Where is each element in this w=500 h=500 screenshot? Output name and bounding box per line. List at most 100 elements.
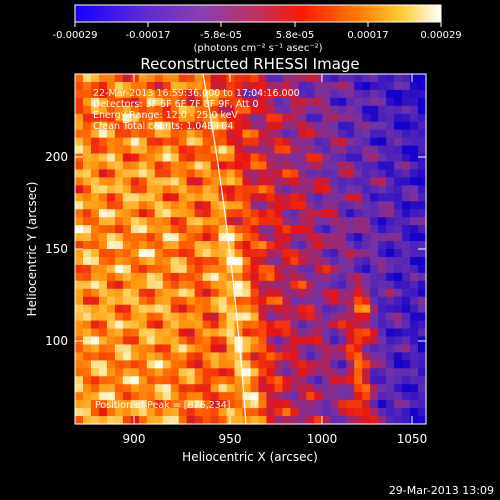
heatmap-cell xyxy=(138,145,148,155)
heatmap-cell xyxy=(114,400,124,409)
heatmap-cell xyxy=(306,193,315,202)
heatmap-cell xyxy=(394,320,403,330)
heatmap-cell xyxy=(162,280,172,290)
heatmap-cell xyxy=(274,288,284,298)
heatmap-cell xyxy=(75,113,84,123)
heatmap-cell xyxy=(138,185,148,194)
heatmap-cell xyxy=(282,113,291,123)
heatmap-cell xyxy=(394,177,403,186)
heatmap-cell xyxy=(314,312,323,322)
heatmap-cell xyxy=(130,336,140,346)
heatmap-cell xyxy=(250,113,260,123)
heatmap-cell xyxy=(370,169,379,178)
heatmap-cell xyxy=(154,161,164,171)
heatmap-cell xyxy=(154,105,164,115)
heatmap-cell xyxy=(306,241,315,250)
heatmap-cell xyxy=(330,392,339,401)
heatmap-cell xyxy=(258,161,268,171)
heatmap-cell xyxy=(378,145,387,155)
heatmap-cell xyxy=(210,81,220,91)
heatmap-cell xyxy=(306,153,315,163)
heatmap-cell xyxy=(306,368,315,377)
heatmap-cell xyxy=(250,193,260,202)
heatmap-cell xyxy=(242,384,252,393)
heatmap-cell xyxy=(346,145,355,155)
heatmap-cell xyxy=(154,193,164,202)
heatmap-cell xyxy=(226,113,236,123)
heatmap-cell xyxy=(114,89,124,99)
heatmap-cell xyxy=(114,74,124,83)
heatmap-cell xyxy=(170,161,180,171)
heatmap-cell xyxy=(258,408,268,417)
heatmap-cell xyxy=(82,153,92,163)
heatmap-cell xyxy=(290,256,299,266)
heatmap-cell xyxy=(106,352,116,361)
heatmap-cell xyxy=(90,177,100,186)
heatmap-cell xyxy=(266,201,276,210)
heatmap-cell xyxy=(282,225,291,234)
heatmap-cell xyxy=(330,416,339,425)
heatmap-cell xyxy=(194,153,204,163)
heatmap-cell xyxy=(346,97,355,107)
heatmap-cell xyxy=(354,296,363,306)
heatmap-cell xyxy=(298,392,307,401)
heatmap-cell xyxy=(202,400,212,409)
heatmap-cell xyxy=(418,249,427,258)
heatmap-cell xyxy=(210,169,220,178)
heatmap-cell xyxy=(298,193,307,202)
heatmap-cell xyxy=(234,344,244,353)
heatmap-cell xyxy=(226,177,236,186)
heatmap-cell xyxy=(98,177,108,186)
heatmap-cell xyxy=(226,193,236,202)
heatmap-cell xyxy=(178,352,188,361)
heatmap-cell xyxy=(394,328,403,338)
heatmap-cell xyxy=(130,328,140,338)
heatmap-cell xyxy=(98,185,108,194)
heatmap-cell xyxy=(75,344,84,353)
heatmap-cell xyxy=(394,416,403,425)
heatmap-cell xyxy=(378,225,387,234)
heatmap-cell xyxy=(202,241,212,250)
heatmap-cell xyxy=(114,312,124,322)
heatmap-cell xyxy=(258,336,268,346)
heatmap-cell xyxy=(314,320,323,330)
heatmap-cell xyxy=(306,169,315,178)
heatmap-cell xyxy=(170,97,180,107)
heatmap-cell xyxy=(274,113,284,123)
heatmap-cell xyxy=(170,121,180,131)
heatmap-cell xyxy=(75,408,84,417)
heatmap-cell xyxy=(130,121,140,131)
heatmap-cell xyxy=(194,312,204,322)
heatmap-cell xyxy=(330,336,339,346)
heatmap-cell xyxy=(298,256,307,266)
heatmap-cell xyxy=(194,89,204,99)
heatmap-cell xyxy=(418,113,427,123)
heatmap-cell xyxy=(378,249,387,258)
heatmap-cell xyxy=(194,105,204,115)
heatmap-cell xyxy=(362,384,371,393)
heatmap-cell xyxy=(258,328,268,338)
heatmap-cell xyxy=(330,328,339,338)
heatmap-cell xyxy=(138,408,148,417)
heatmap-cell xyxy=(90,296,100,306)
heatmap-cell xyxy=(266,304,276,314)
heatmap-cell xyxy=(234,145,244,155)
heatmap-cell xyxy=(186,368,196,377)
heatmap-cell xyxy=(410,153,419,163)
heatmap-cell xyxy=(194,416,204,425)
heatmap-cell xyxy=(330,272,339,282)
heatmap-cell xyxy=(218,89,228,99)
heatmap-cell xyxy=(346,408,355,417)
heatmap-cell xyxy=(338,400,347,409)
heatmap-cell xyxy=(210,121,220,131)
heatmap-cell xyxy=(394,225,403,234)
heatmap-cell xyxy=(106,376,116,385)
heatmap-cell xyxy=(322,89,331,99)
heatmap-cell xyxy=(266,384,276,393)
heatmap-cell xyxy=(106,74,116,83)
heatmap-cell xyxy=(106,368,116,377)
heatmap-cell xyxy=(194,344,204,353)
heatmap-cell xyxy=(306,384,315,393)
heatmap-cell xyxy=(90,129,100,139)
heatmap-cell xyxy=(146,105,156,115)
